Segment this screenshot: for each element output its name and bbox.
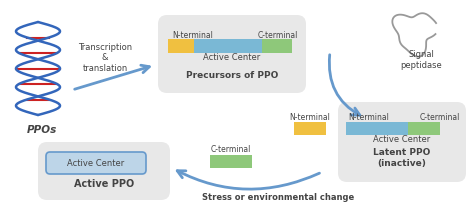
Text: Active PPO: Active PPO bbox=[74, 179, 134, 189]
Bar bbox=[262, 39, 292, 53]
Text: C-terminal: C-terminal bbox=[211, 145, 251, 154]
Text: N-terminal: N-terminal bbox=[348, 114, 389, 122]
FancyBboxPatch shape bbox=[338, 102, 466, 182]
FancyBboxPatch shape bbox=[158, 15, 306, 93]
Bar bbox=[408, 122, 440, 135]
Bar bbox=[210, 155, 252, 168]
Text: Active Center: Active Center bbox=[67, 158, 125, 167]
Bar bbox=[194, 39, 262, 53]
Text: Active Center: Active Center bbox=[203, 52, 261, 62]
Text: PPOs: PPOs bbox=[27, 125, 57, 135]
Bar bbox=[294, 122, 326, 135]
Text: N-terminal: N-terminal bbox=[290, 114, 330, 122]
Text: Transcription
&
translation: Transcription & translation bbox=[78, 43, 132, 73]
FancyBboxPatch shape bbox=[46, 152, 146, 174]
Text: Latent PPO
(inactive): Latent PPO (inactive) bbox=[374, 148, 431, 168]
Text: Signal
peptidase: Signal peptidase bbox=[400, 50, 442, 70]
Text: C-terminal: C-terminal bbox=[258, 30, 298, 39]
FancyBboxPatch shape bbox=[38, 142, 170, 200]
Text: Active Center: Active Center bbox=[374, 135, 430, 144]
Bar bbox=[346, 122, 408, 135]
Bar bbox=[168, 39, 194, 53]
Text: N-terminal: N-terminal bbox=[172, 30, 213, 39]
Text: Stress or environmental change: Stress or environmental change bbox=[202, 193, 354, 201]
Text: C-terminal: C-terminal bbox=[419, 114, 460, 122]
Text: Precursors of PPO: Precursors of PPO bbox=[186, 71, 278, 79]
